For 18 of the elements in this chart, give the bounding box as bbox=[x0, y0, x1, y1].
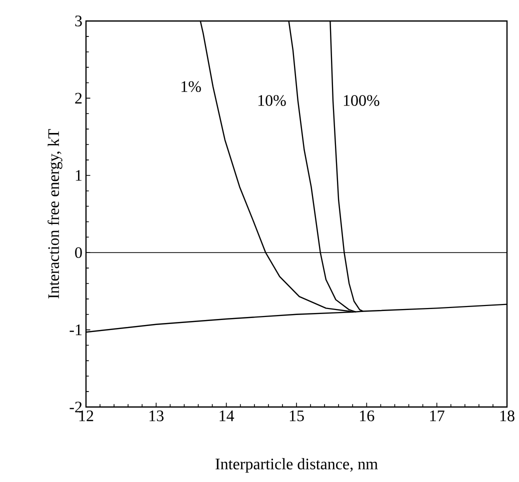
series-label: 100% bbox=[344, 95, 380, 106]
x-tick-label: 18 bbox=[500, 410, 514, 422]
x-tick-label: 14 bbox=[220, 410, 234, 422]
y-tick-label: -1 bbox=[70, 324, 82, 336]
y-tick-label: 3 bbox=[75, 16, 82, 26]
y-tick-label: 1 bbox=[76, 170, 82, 181]
y-tick-label: -2 bbox=[70, 402, 82, 412]
x-tick-label: 15 bbox=[290, 410, 304, 422]
x-tick-label: 13 bbox=[150, 410, 164, 422]
x-axis-title: Interparticle distance, nm bbox=[216, 458, 378, 473]
x-tick-label: 17 bbox=[430, 410, 444, 422]
y-tick-label: 0 bbox=[75, 247, 82, 258]
y-tick-label: 2 bbox=[75, 92, 82, 104]
x-tick-label: 12 bbox=[79, 410, 94, 422]
y-axis-title: Interaction free energy, kT bbox=[48, 129, 62, 298]
series-label: 1% bbox=[182, 81, 201, 92]
series-label: 10% bbox=[258, 95, 286, 106]
x-tick-label: 16 bbox=[360, 410, 374, 422]
